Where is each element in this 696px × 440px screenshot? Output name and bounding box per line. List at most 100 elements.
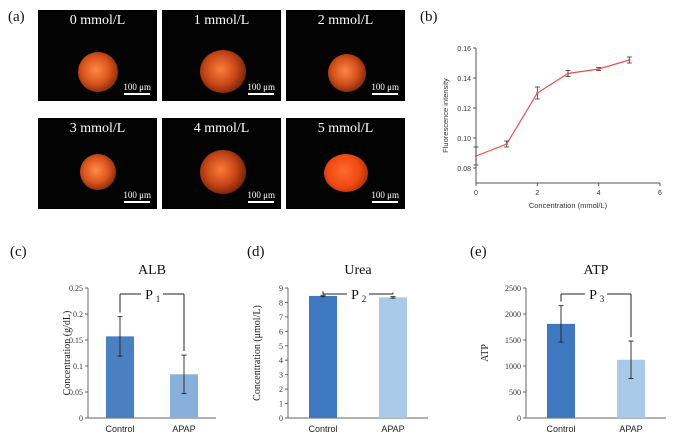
bracket-label-bg [347, 285, 369, 303]
series-line [475, 59, 630, 157]
y-tick-label: 500 [509, 388, 521, 397]
micrograph-caption: 2 mmol/L [317, 13, 374, 28]
micrograph-caption: 0 mmol/L [69, 13, 126, 28]
y-tick-label: 6 [279, 327, 283, 336]
x-tick-label: APAP [619, 424, 642, 434]
micrograph-3: 3 mmol/L 100 μm [38, 118, 157, 209]
x-tick-label: Control [308, 424, 337, 434]
data-point [536, 91, 539, 95]
data-point [505, 142, 508, 146]
scale-bar-label: 100 μm [371, 190, 399, 200]
micrograph-caption: 3 mmol/L [69, 121, 126, 136]
y-tick-label: 1 [279, 400, 283, 409]
panel-e-label: (e) [470, 244, 487, 260]
y-tick-label: 8 [279, 298, 283, 307]
y-tick-label: 2500 [505, 284, 521, 293]
micrograph-2: 2 mmol/L 100 μm [286, 10, 405, 101]
scale-bar: 100 μm [247, 190, 275, 203]
x-tick-label: 0 [474, 190, 478, 197]
scale-bar-label: 100 μm [247, 190, 275, 200]
scale-bar-label: 100 μm [123, 190, 151, 200]
scale-bar: 100 μm [371, 82, 399, 95]
x-tick-label: Control [546, 424, 575, 434]
y-tick-label: 4 [279, 356, 283, 365]
y-tick-label: 0 [79, 414, 83, 423]
scale-bar-label: 100 μm [371, 82, 399, 92]
scale-bar-line [372, 201, 399, 203]
y-tick-label: 9 [279, 284, 283, 293]
scale-bar-line [124, 93, 151, 95]
y-tick-label: 5 [279, 342, 283, 351]
y-tick-label: 0.16 [457, 46, 471, 53]
bracket-p-subscript: 1 [156, 294, 161, 304]
bracket-p-subscript: 3 [600, 294, 605, 304]
y-tick-label: 3 [279, 371, 283, 380]
y-tick-label: 0 [517, 414, 521, 423]
spheroid-image [324, 154, 368, 192]
y-tick-label: 0.12 [457, 106, 471, 113]
x-tick-label: 2 [535, 190, 539, 197]
scale-bar-line [124, 201, 151, 203]
x-tick-label: APAP [172, 424, 195, 434]
chart-title: ALB [138, 263, 166, 278]
y-tick-label: 0.08 [457, 166, 471, 173]
y-tick-label: 2 [279, 385, 283, 394]
spheroid-image [80, 154, 116, 190]
x-tick-label: 6 [658, 190, 662, 197]
y-tick-label: 0.25 [69, 284, 83, 293]
y-tick-label: 0 [279, 414, 283, 423]
y-tick-label: 2000 [505, 310, 521, 319]
micrograph-1: 1 mmol/L 100 μm [162, 10, 281, 101]
x-axis-title: Concentration (mmol/L) [529, 201, 608, 210]
scale-bar: 100 μm [123, 82, 151, 95]
bracket-p-label: P [589, 288, 597, 303]
micrograph-4: 4 mmol/L 100 μm [162, 118, 281, 209]
chart-title: ATP [584, 263, 609, 278]
bracket-p-label: P [145, 288, 153, 303]
alb-bar-chart: 0 0.05 0.1 0.15 0.2 0.25 Concentration (g/dL) C… [62, 263, 216, 434]
urea-bar-chart: 0 1 2 3 4 5 6 7 8 9 Concentration (μmol/L) Control A… [252, 263, 428, 434]
data-point [628, 58, 631, 62]
y-tick-label: 0.10 [457, 136, 471, 143]
panel-c-label: (c) [10, 244, 27, 260]
bracket-p-subscript: 2 [362, 294, 367, 304]
micrograph-caption: 1 mmol/L [193, 13, 250, 28]
x-tick-label: APAP [381, 424, 404, 434]
scale-bar-label: 100 μm [247, 82, 275, 92]
micrograph-caption: 4 mmol/L [193, 121, 250, 136]
scale-bar-line [248, 201, 275, 203]
x-tick-label: 4 [597, 190, 601, 197]
fluorescence-line-chart: 0.08 0.10 0.12 0.14 0.16 0 2 4 6 Concentration (m… [441, 46, 662, 210]
panel-a-label: (a) [8, 9, 25, 25]
spheroid-image [328, 54, 366, 92]
bracket-p-label: P [351, 288, 359, 303]
atp-bar-chart: 0 500 1000 1500 2000 2500 ATP Control APAP ATP P 3 [480, 263, 666, 434]
bracket-label-bg [585, 285, 607, 303]
chart-title: Urea [344, 263, 372, 278]
bracket-label-bg [141, 285, 163, 303]
y-tick-label: 0.15 [69, 336, 83, 345]
y-axis-title: Concentration (g/dL) [62, 311, 73, 396]
x-tick-label: Control [105, 424, 134, 434]
scale-bar: 100 μm [247, 82, 275, 95]
spheroid-image [200, 150, 246, 194]
data-point [597, 67, 600, 71]
data-point [566, 72, 570, 75]
y-axis-title: ATP [480, 344, 491, 362]
bar [309, 295, 337, 418]
panel-b-label: (b) [420, 9, 438, 25]
y-axis-title: Fluorescence intensity [441, 78, 450, 153]
y-tick-label: 1500 [505, 336, 521, 345]
scale-bar-line [372, 93, 399, 95]
scale-bar: 100 μm [371, 190, 399, 203]
scale-bar-label: 100 μm [123, 82, 151, 92]
y-tick-label: 0.14 [457, 76, 471, 83]
scale-bar: 100 μm [123, 190, 151, 203]
spheroid-image [78, 52, 118, 92]
y-tick-label: 0.2 [73, 310, 83, 319]
spheroid-image [200, 50, 246, 93]
micrograph-5: 5 mmol/L 100 μm [286, 118, 405, 209]
panel-d-label: (d) [247, 244, 265, 260]
data-point [474, 154, 478, 158]
y-tick-label: 7 [279, 313, 283, 322]
